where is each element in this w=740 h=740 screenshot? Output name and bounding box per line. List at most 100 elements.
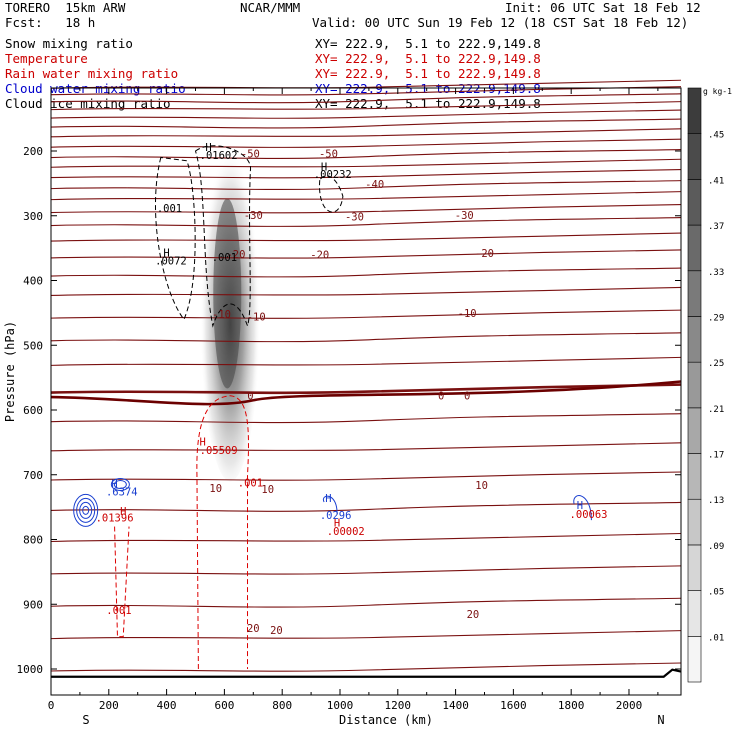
isotherm-label: -10 xyxy=(247,312,266,324)
colorbar-bin xyxy=(687,87,702,134)
colorbar-label: .09 xyxy=(708,542,724,552)
y-tick-label: 400 xyxy=(23,275,43,288)
cloud-water-contour xyxy=(573,495,592,521)
field-label-cloud-ice: Cloud ice mixing ratio xyxy=(5,96,171,111)
isotherm-label: -40 xyxy=(365,179,384,191)
colorbar-label: .33 xyxy=(708,268,724,278)
colorbar-label: .05 xyxy=(708,588,724,598)
rain-label: H xyxy=(334,518,340,530)
isotherm-label: -50 xyxy=(241,148,260,160)
y-tick-label: 1000 xyxy=(17,663,44,676)
isotherm-label: -10 xyxy=(212,309,231,321)
cloud-water-contour xyxy=(82,505,90,515)
rain-label: .00063 xyxy=(570,509,608,521)
endpoint-left: S xyxy=(82,713,89,727)
snow-shading-core xyxy=(213,198,242,389)
colorbar-bin xyxy=(687,453,702,500)
snow-contour xyxy=(194,145,251,328)
isotherm-label: -20 xyxy=(475,248,494,260)
colorbar-bin xyxy=(687,590,702,637)
snow-label: .001 xyxy=(157,203,182,215)
colorbar-label: .25 xyxy=(708,359,724,369)
isotherm-label: -20 xyxy=(226,249,245,261)
isotherm-line xyxy=(50,383,682,395)
colorbar-bin xyxy=(687,224,702,272)
snow-label: H xyxy=(321,161,327,173)
snow-label: H xyxy=(205,142,211,154)
colorbar-label: .37 xyxy=(708,222,724,232)
isotherm-label: 20 xyxy=(270,625,283,637)
isotherm-label: -30 xyxy=(455,210,474,222)
y-axis-title: Pressure (hPa) xyxy=(3,321,17,422)
isotherm-line xyxy=(50,249,682,259)
snow-label: .01602 xyxy=(200,150,238,162)
isotherm-label: 20 xyxy=(467,609,480,621)
colorbar-bin xyxy=(687,270,702,317)
colorbar-bin xyxy=(687,179,702,226)
rain-label: .00002 xyxy=(327,526,365,538)
y-tick-label: 300 xyxy=(23,210,43,223)
snow-contour xyxy=(319,175,344,213)
isotherm-line xyxy=(50,662,682,672)
isotherm-line xyxy=(50,630,682,640)
isotherm-line xyxy=(50,180,682,191)
cloud-water-label: .6374 xyxy=(106,486,138,498)
org-label: NCAR/MMM xyxy=(240,0,301,15)
colorbar-label: .17 xyxy=(708,451,724,461)
y-tick-label: 200 xyxy=(23,145,43,158)
x-tick-label: 400 xyxy=(157,699,177,712)
isotherm-line xyxy=(50,101,682,111)
rain-label: .001 xyxy=(238,477,263,489)
field-xy-temperature: XY= 222.9, 5.1 to 222.9,149.8 xyxy=(315,51,541,66)
isotherm-label: 0 xyxy=(464,391,470,403)
cloud-water-label: .0296 xyxy=(320,510,352,522)
isotherm-line xyxy=(50,501,682,512)
isotherm-label: -30 xyxy=(244,210,263,222)
cloud-water-label: H xyxy=(325,493,331,505)
snow-label: .0072 xyxy=(155,255,187,267)
forecast-hour: Fcst: 18 h xyxy=(5,15,96,30)
cloud-water-label: H xyxy=(111,479,117,491)
y-tick-label: 900 xyxy=(23,598,43,611)
isotherm-line xyxy=(50,204,682,214)
x-tick-label: 1400 xyxy=(442,699,469,712)
x-tick-label: 200 xyxy=(99,699,119,712)
cloud-water-contour xyxy=(110,477,130,491)
isotherm-label: 0 xyxy=(438,391,444,403)
isotherm-label: -10 xyxy=(458,308,477,320)
isotherm-line xyxy=(50,109,682,119)
isotherm-line xyxy=(50,232,682,242)
isotherm-line xyxy=(50,286,682,296)
isotherm-line xyxy=(50,93,682,104)
field-label-temperature: Temperature xyxy=(5,51,88,66)
isotherm-line xyxy=(50,138,682,148)
rain-label: .01396 xyxy=(96,512,134,524)
x-axis-title: Distance (km) xyxy=(339,713,433,727)
isotherm-line xyxy=(50,471,682,481)
colorbar-bin xyxy=(687,636,702,683)
isotherm-label: 10 xyxy=(209,483,222,495)
cloud-water-contour xyxy=(113,479,127,489)
isotherm-label: 20 xyxy=(247,623,260,635)
field-label-rain: Rain water mixing ratio xyxy=(5,66,179,81)
isotherm-line xyxy=(50,79,682,89)
isotherm-line xyxy=(50,597,682,608)
field-xy-snow: XY= 222.9, 5.1 to 222.9,149.8 xyxy=(315,36,541,51)
init-time: Init: 06 UTC Sat 18 Feb 12 xyxy=(505,0,701,15)
colorbar-bin xyxy=(687,133,702,180)
y-tick-label: 500 xyxy=(23,339,43,352)
x-tick-label: 800 xyxy=(272,699,292,712)
colorbar-bin xyxy=(687,544,702,591)
isotherm-zero-line xyxy=(50,380,682,406)
colorbar-units: g kg-1 xyxy=(703,87,732,96)
x-tick-label: 1600 xyxy=(500,699,527,712)
x-tick-label: 0 xyxy=(48,699,55,712)
terrain-line xyxy=(51,668,682,678)
isotherm-label: -20 xyxy=(310,249,329,261)
isotherm-line xyxy=(50,158,682,168)
isotherm-line xyxy=(50,148,682,159)
field-xy-rain: XY= 222.9, 5.1 to 222.9,149.8 xyxy=(315,66,541,81)
colorbar-label: .01 xyxy=(708,633,724,643)
isotherm-line xyxy=(50,532,682,543)
